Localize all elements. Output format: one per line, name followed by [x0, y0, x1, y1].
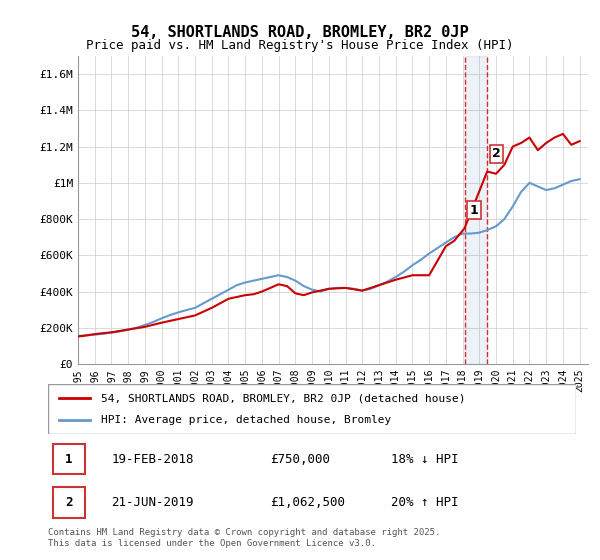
FancyBboxPatch shape: [53, 487, 85, 517]
Text: 1: 1: [65, 452, 73, 465]
Text: 2: 2: [65, 496, 73, 509]
Text: 1: 1: [470, 204, 478, 217]
Text: Price paid vs. HM Land Registry's House Price Index (HPI): Price paid vs. HM Land Registry's House …: [86, 39, 514, 52]
Text: 18% ↓ HPI: 18% ↓ HPI: [391, 452, 459, 465]
Text: HPI: Average price, detached house, Bromley: HPI: Average price, detached house, Brom…: [101, 415, 391, 425]
Text: Contains HM Land Registry data © Crown copyright and database right 2025.
This d: Contains HM Land Registry data © Crown c…: [48, 528, 440, 548]
Text: 54, SHORTLANDS ROAD, BROMLEY, BR2 0JP: 54, SHORTLANDS ROAD, BROMLEY, BR2 0JP: [131, 25, 469, 40]
FancyBboxPatch shape: [53, 444, 85, 474]
Text: £1,062,500: £1,062,500: [270, 496, 345, 509]
Bar: [464, 56, 487, 364]
Text: 20% ↑ HPI: 20% ↑ HPI: [391, 496, 459, 509]
Text: 2: 2: [492, 147, 501, 160]
Text: 19-FEB-2018: 19-FEB-2018: [112, 452, 194, 465]
Text: 21-JUN-2019: 21-JUN-2019: [112, 496, 194, 509]
FancyBboxPatch shape: [48, 384, 576, 434]
Text: £750,000: £750,000: [270, 452, 330, 465]
Text: 54, SHORTLANDS ROAD, BROMLEY, BR2 0JP (detached house): 54, SHORTLANDS ROAD, BROMLEY, BR2 0JP (d…: [101, 394, 466, 404]
